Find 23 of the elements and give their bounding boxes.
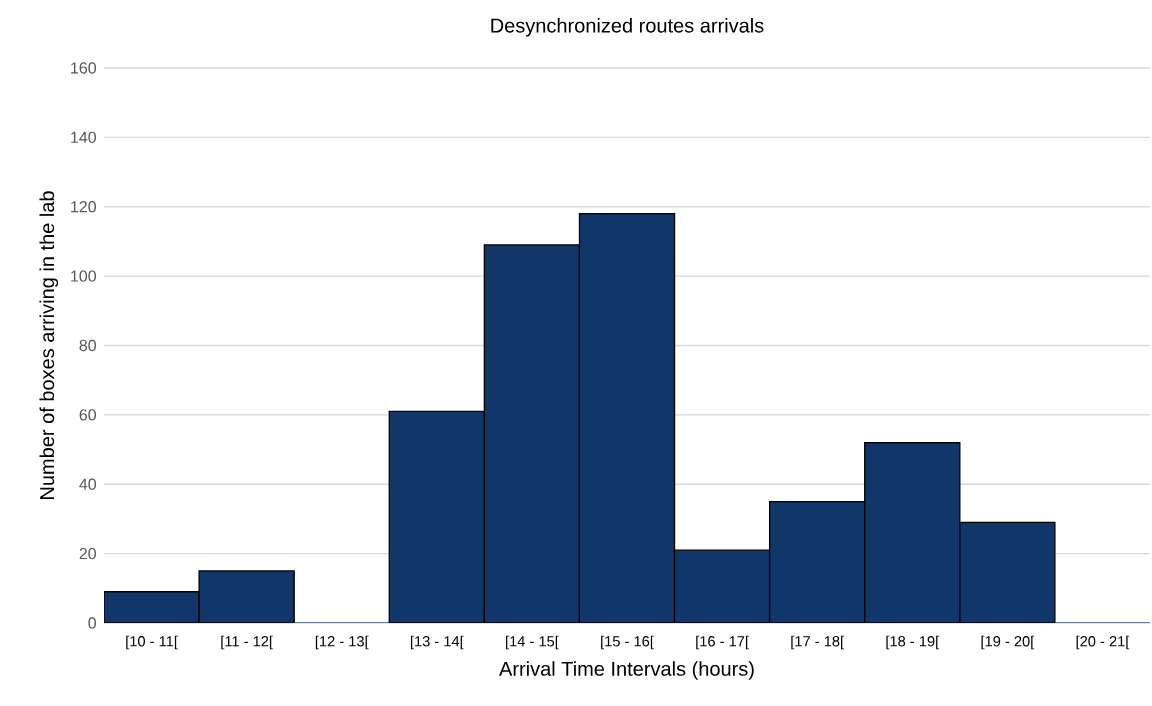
y-tick-label: 100 [71, 270, 97, 282]
y-tick-label: 160 [71, 62, 97, 74]
x-tick-label: [18 - 19[ [886, 635, 940, 650]
y-axis-title: Number of boxes arriving in the lab [39, 191, 59, 499]
x-tick-label: [12 - 13[ [315, 635, 369, 650]
x-tick-label: [13 - 14[ [410, 635, 464, 650]
x-tick-label: [14 - 15[ [506, 635, 559, 650]
x-tick-label: [15 - 16[ [601, 635, 654, 650]
y-tick-label: 140 [71, 131, 97, 144]
y-tick-label: 120 [71, 201, 97, 213]
y-tick-label: 20 [79, 547, 97, 560]
x-tick-label: [17 - 18[ [791, 635, 844, 650]
chart-title: Desynchronized routes arrivals [491, 17, 764, 37]
x-tick-label: [16 - 17[ [696, 635, 749, 650]
x-tick-label: [20 - 21[ [1076, 635, 1130, 650]
y-tick-label: 60 [79, 409, 97, 421]
y-tick-label: 80 [79, 339, 97, 352]
y-tick-label: 0 [88, 617, 97, 629]
y-tick-label: 40 [79, 478, 97, 490]
x-tick-label: [19 - 20[ [981, 635, 1035, 650]
x-tick-label: [11 - 12[ [221, 635, 273, 650]
x-axis-title: Arrival Time Intervals (hours) [499, 661, 754, 680]
x-tick-label: [10 - 11[ [126, 635, 178, 650]
